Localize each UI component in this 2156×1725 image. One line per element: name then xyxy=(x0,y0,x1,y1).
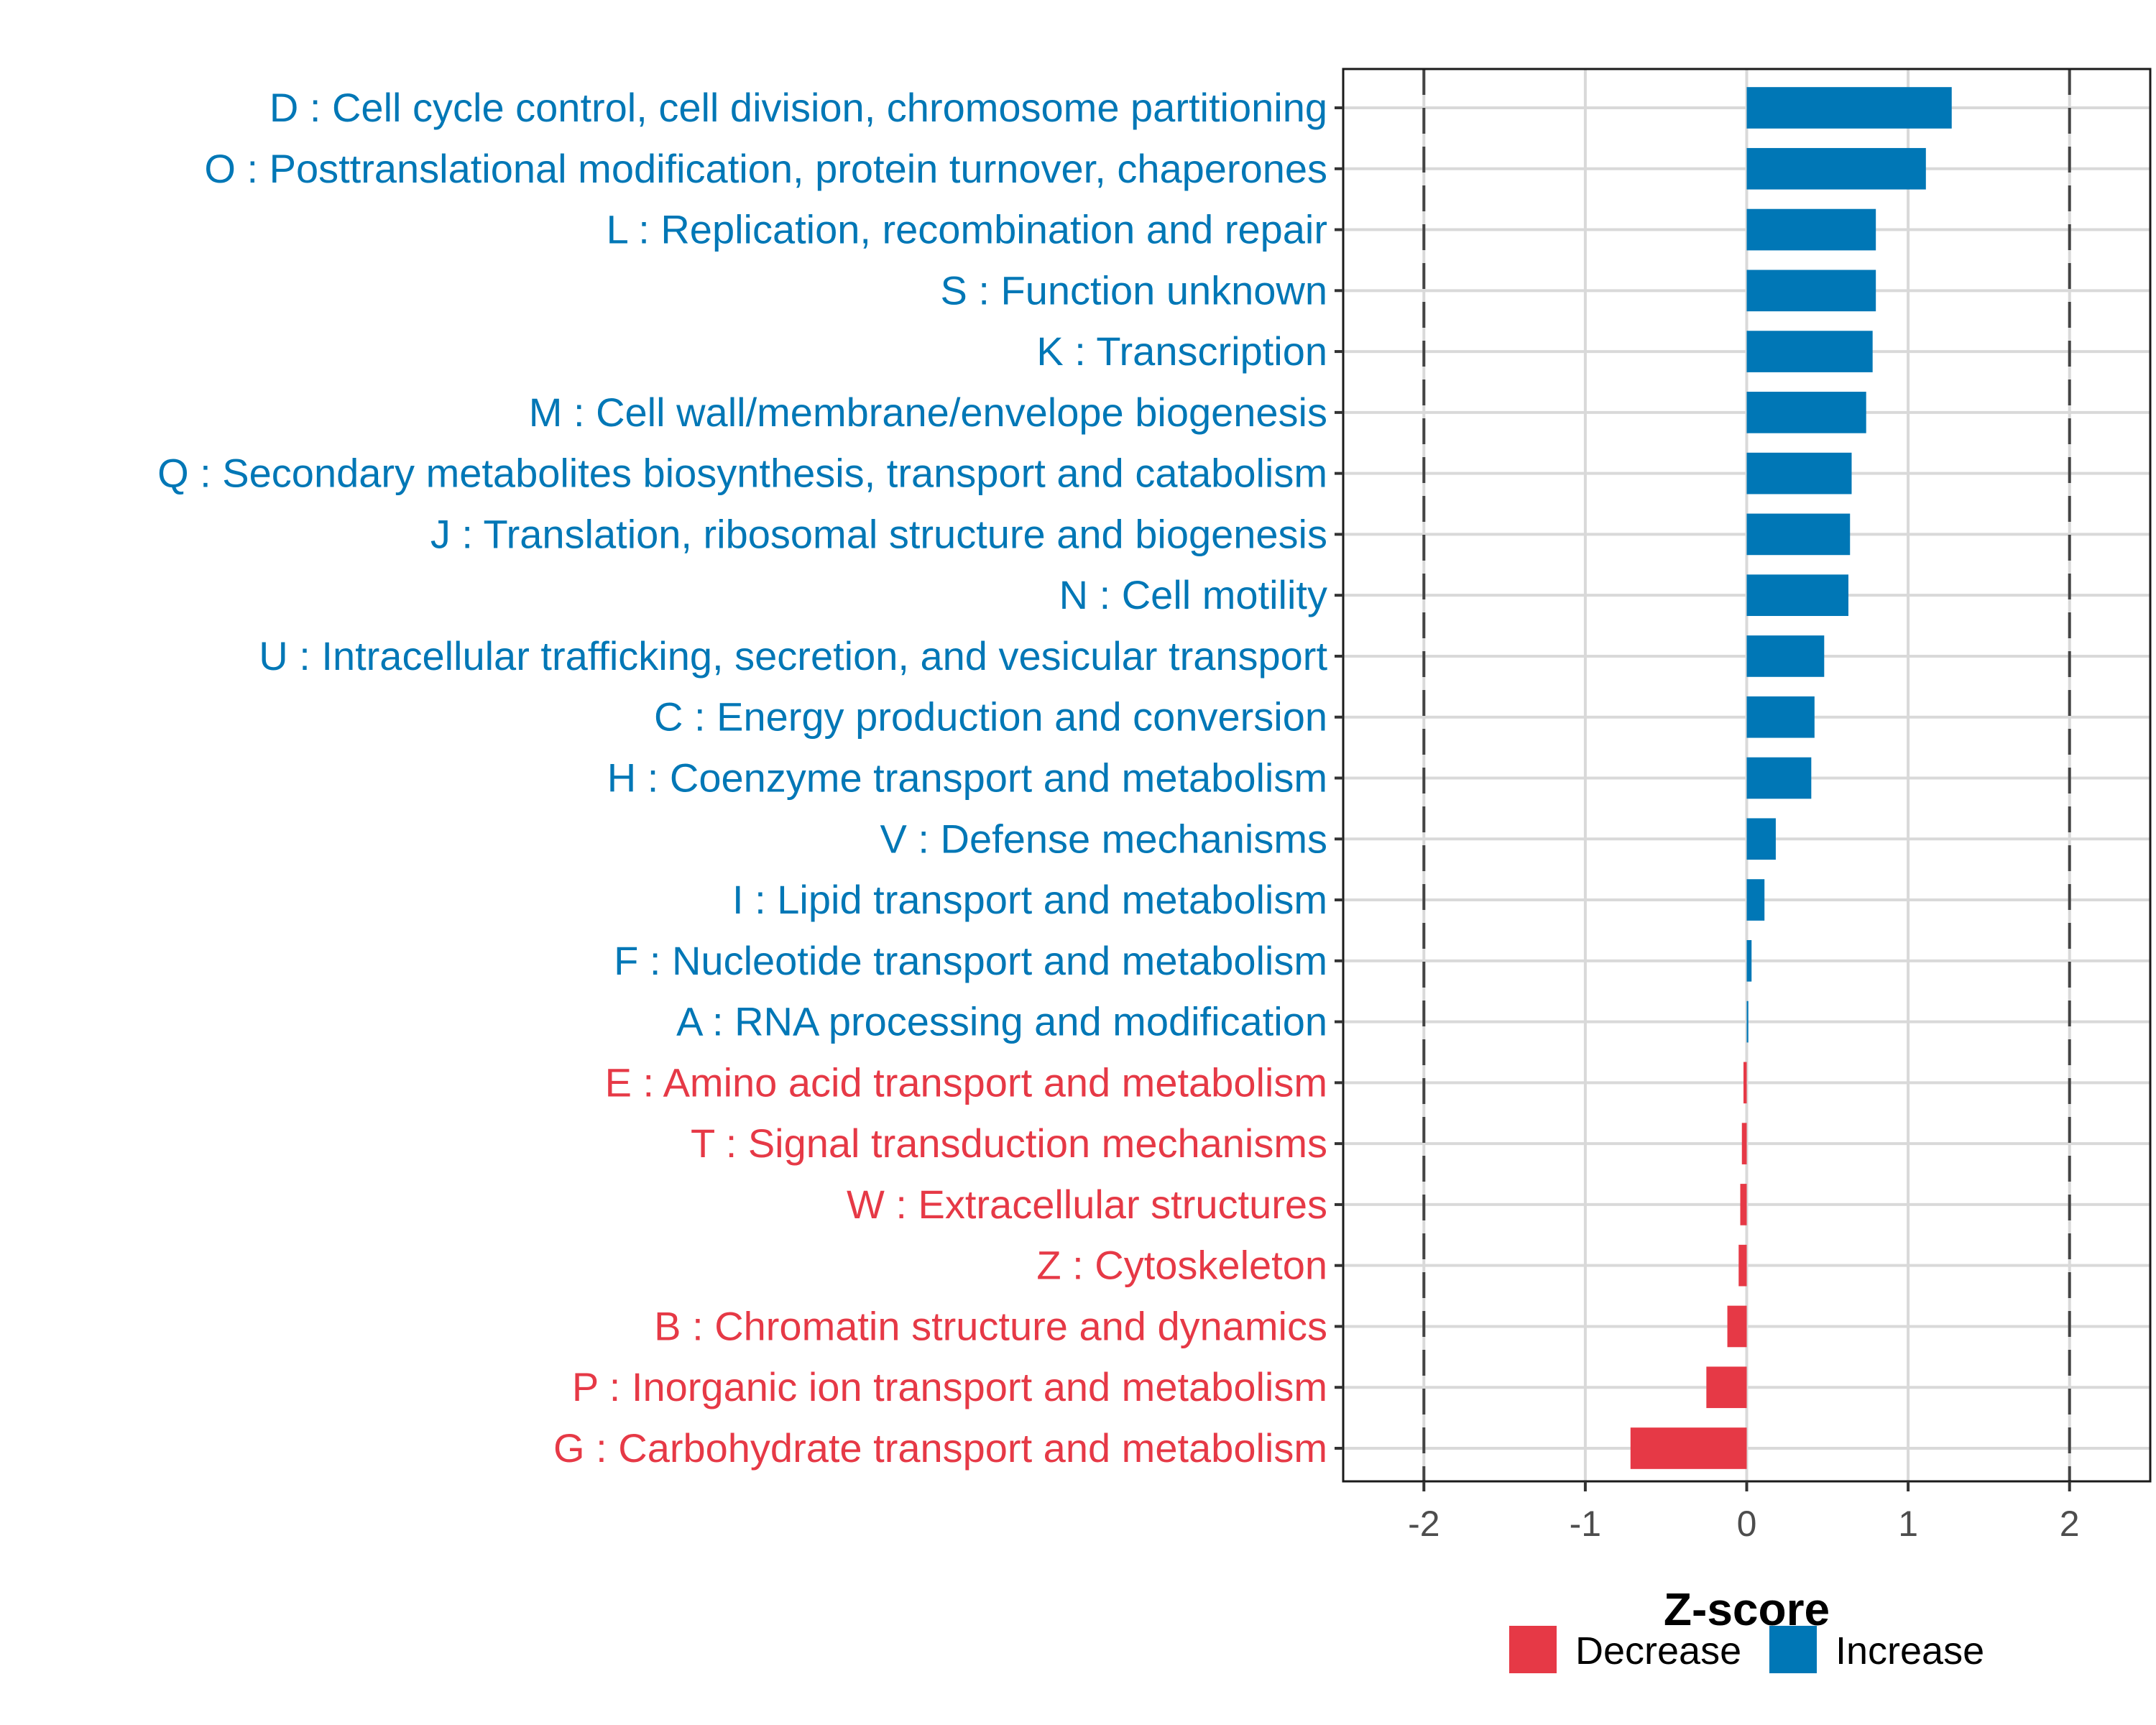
bar xyxy=(1746,452,1852,494)
x-tick-label: -2 xyxy=(1408,1504,1439,1544)
y-tick-label: D : Cell cycle control, cell division, c… xyxy=(270,85,1327,130)
y-tick-label: U : Intracellular trafficking, secretion… xyxy=(259,633,1327,678)
y-tick-label: B : Chromatin structure and dynamics xyxy=(654,1303,1327,1348)
y-tick-label: V : Defense mechanisms xyxy=(880,816,1327,861)
legend: Decrease Increase xyxy=(1509,1626,1984,1673)
y-tick-label: J : Translation, ribosomal structure and… xyxy=(430,511,1327,556)
y-tick-label: E : Amino acid transport and metabolism xyxy=(605,1059,1327,1105)
y-tick-label: H : Coenzyme transport and metabolism xyxy=(607,755,1327,801)
x-axis: -2 -1 0 1 2 xyxy=(1408,1481,2080,1544)
bar xyxy=(1727,1305,1747,1348)
legend-label: Decrease xyxy=(1575,1629,1741,1673)
y-tick-label: O : Posttranslational modification, prot… xyxy=(204,146,1327,191)
bar xyxy=(1746,879,1765,921)
legend-label: Increase xyxy=(1835,1629,1984,1673)
reference-lines xyxy=(1422,69,2071,1481)
y-tick-label: Z : Cytoskeleton xyxy=(1036,1243,1327,1288)
bar xyxy=(1746,87,1952,129)
bars xyxy=(1630,87,1952,1469)
y-tick-label: F : Nucleotide transport and metabolism xyxy=(614,938,1327,983)
y-tick-label: N : Cell motility xyxy=(1059,572,1327,617)
x-tick-label: 0 xyxy=(1737,1504,1757,1544)
y-tick-label: L : Replication, recombination and repai… xyxy=(607,207,1327,252)
y-tick-label: G : Carbohydrate transport and metabolis… xyxy=(553,1425,1327,1471)
bar xyxy=(1746,939,1752,982)
bar xyxy=(1746,208,1876,251)
y-tick-label: A : RNA processing and modification xyxy=(676,999,1327,1044)
y-tick-label: T : Signal transduction mechanisms xyxy=(691,1121,1327,1166)
y-tick-label: W : Extracellular structures xyxy=(847,1182,1327,1227)
bar xyxy=(1746,331,1873,372)
bar xyxy=(1746,696,1815,738)
bar xyxy=(1746,513,1851,556)
bar xyxy=(1746,818,1776,860)
bar xyxy=(1746,574,1848,617)
y-tick-label: K : Transcription xyxy=(1036,328,1327,374)
y-tick-label: C : Energy production and conversion xyxy=(654,694,1327,740)
y-tick-label: I : Lipid transport and metabolism xyxy=(732,877,1327,922)
legend-key-increase xyxy=(1769,1626,1817,1673)
y-tick-label: M : Cell wall/membrane/envelope biogenes… xyxy=(529,390,1327,435)
bar xyxy=(1743,1062,1747,1104)
y-tick-label: Q : Secondary metabolites biosynthesis, … xyxy=(157,451,1327,496)
x-tick-label: -1 xyxy=(1570,1504,1601,1544)
y-axis: D : Cell cycle control, cell division, c… xyxy=(157,85,1343,1471)
bar xyxy=(1746,635,1825,677)
x-tick-label: 1 xyxy=(1898,1504,1918,1544)
bar xyxy=(1746,757,1812,799)
bar xyxy=(1746,270,1876,312)
x-tick-label: 2 xyxy=(2060,1504,2080,1544)
bar xyxy=(1746,147,1926,190)
bar xyxy=(1738,1244,1747,1287)
legend-key-decrease xyxy=(1509,1626,1557,1673)
bar xyxy=(1630,1427,1747,1469)
bar xyxy=(1740,1184,1747,1225)
bar xyxy=(1746,392,1866,433)
y-tick-label: P : Inorganic ion transport and metaboli… xyxy=(572,1364,1327,1409)
bar xyxy=(1706,1366,1747,1409)
bar xyxy=(1746,1000,1749,1043)
bar xyxy=(1741,1123,1747,1164)
y-tick-label: S : Function unknown xyxy=(940,267,1327,313)
